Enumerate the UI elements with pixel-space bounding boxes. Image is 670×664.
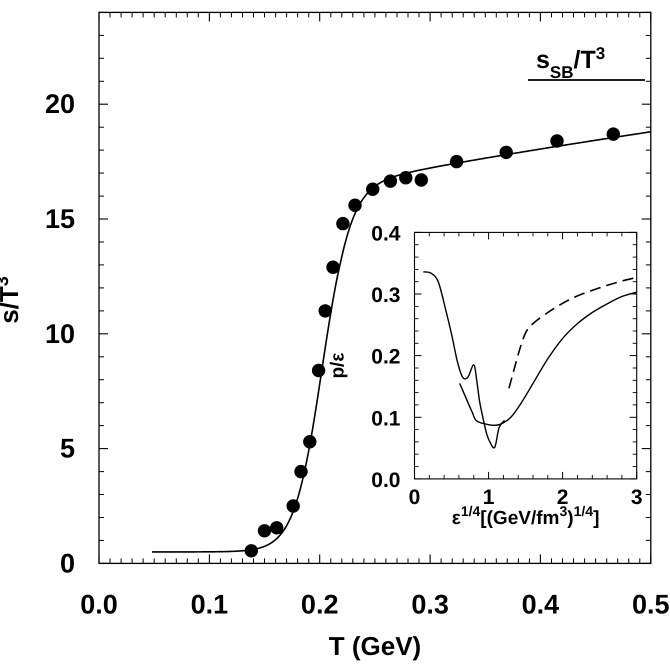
svg-text:0: 0 xyxy=(60,548,75,578)
svg-text:15: 15 xyxy=(45,204,75,234)
svg-text:5: 5 xyxy=(60,434,75,464)
svg-text:0.0: 0.0 xyxy=(80,589,118,619)
svg-text:0.4: 0.4 xyxy=(522,589,560,619)
svg-text:0.3: 0.3 xyxy=(411,589,449,619)
svg-text:0.0: 0.0 xyxy=(371,469,400,492)
svg-text:0.5: 0.5 xyxy=(632,589,670,619)
svg-text:s/T3: s/T3 xyxy=(0,276,24,324)
svg-text:sSB/T3: sSB/T3 xyxy=(536,44,605,82)
svg-text:0.1: 0.1 xyxy=(191,589,229,619)
svg-text:T (GeV): T (GeV) xyxy=(329,631,421,661)
svg-text:0: 0 xyxy=(409,486,421,509)
svg-text:20: 20 xyxy=(45,89,75,119)
svg-text:0.2: 0.2 xyxy=(371,346,400,369)
svg-text:0.1: 0.1 xyxy=(371,407,401,430)
svg-text:0.3: 0.3 xyxy=(371,284,400,307)
svg-text:0.2: 0.2 xyxy=(301,589,339,619)
svg-text:p/ε: p/ε xyxy=(328,353,349,379)
svg-text:1: 1 xyxy=(483,486,495,509)
svg-text:0.4: 0.4 xyxy=(371,222,401,245)
svg-text:ε1/4[(GeV/fm3)1/4]: ε1/4[(GeV/fm3)1/4] xyxy=(452,503,600,529)
svg-text:3: 3 xyxy=(631,486,643,509)
svg-text:10: 10 xyxy=(45,319,75,349)
